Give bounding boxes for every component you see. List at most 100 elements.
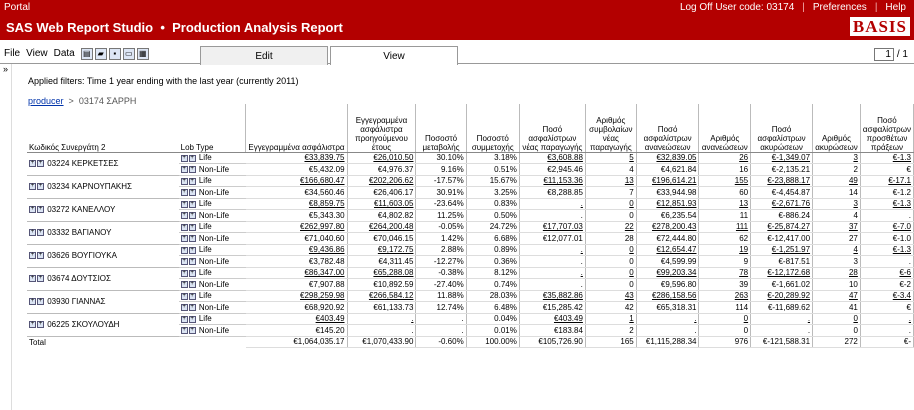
lob-type-label[interactable]: Non-Life xyxy=(198,279,230,289)
expand-icon[interactable]: + xyxy=(29,160,36,168)
expand-icon[interactable]: + xyxy=(180,235,188,243)
drill-icon[interactable]: + xyxy=(188,269,196,277)
drill-icon[interactable]: + xyxy=(188,235,196,243)
tab-view[interactable]: View xyxy=(330,46,458,65)
menu-view[interactable]: View xyxy=(26,48,48,59)
drill-icon[interactable]: + xyxy=(188,246,196,254)
lob-type-label[interactable]: Life xyxy=(198,176,212,186)
producer-name[interactable]: 03626 ΒΟΥΓΙΟΥΚΑ xyxy=(47,251,117,260)
expand-icon[interactable]: + xyxy=(180,200,188,208)
data-cell: 0.36% xyxy=(466,255,520,268)
producer-name[interactable]: 03224 ΚΕΡΚΕΤΣΕΣ xyxy=(47,159,119,168)
producer-name[interactable]: 03272 ΚΑΝΕΛΛΟΥ xyxy=(47,205,116,214)
expand-arrow-icon[interactable]: » xyxy=(3,64,9,74)
drill-icon[interactable]: + xyxy=(37,183,44,191)
producer-name[interactable]: 03234 ΚΑΡΝΟΥΠΑΚΗΣ xyxy=(47,182,132,191)
data-cell: 19 xyxy=(698,244,752,256)
expand-icon[interactable]: + xyxy=(29,252,36,260)
help-link[interactable]: Help xyxy=(885,1,906,13)
expand-icon[interactable]: + xyxy=(29,183,36,191)
drill-icon[interactable]: + xyxy=(37,275,44,283)
expand-icon[interactable]: + xyxy=(180,269,188,277)
lob-type-label[interactable]: Non-Life xyxy=(198,164,230,174)
drill-icon[interactable]: + xyxy=(188,315,196,323)
expand-icon[interactable]: + xyxy=(180,304,188,312)
drill-icon[interactable]: + xyxy=(188,166,196,174)
expand-icon[interactable]: + xyxy=(29,206,36,214)
col-header-9: Αριθμός ακυρώσεων xyxy=(812,104,861,153)
expand-icon[interactable]: + xyxy=(180,154,188,162)
drill-icon[interactable]: + xyxy=(37,160,44,168)
lob-type-label[interactable]: Non-Life xyxy=(198,187,230,197)
expand-icon[interactable]: + xyxy=(29,229,36,237)
drill-icon[interactable]: + xyxy=(37,206,44,214)
expand-icon[interactable]: + xyxy=(180,223,188,231)
data-cell: 3 xyxy=(812,198,861,210)
menu-data[interactable]: Data xyxy=(53,48,75,59)
lob-type-label[interactable]: Life xyxy=(198,153,212,163)
drill-icon[interactable]: + xyxy=(188,154,196,162)
expand-icon[interactable]: + xyxy=(180,315,188,323)
drill-icon[interactable]: + xyxy=(37,229,44,237)
expand-icon[interactable]: + xyxy=(29,275,36,283)
lob-type-label[interactable]: Life xyxy=(198,268,212,278)
open-folder-icon[interactable]: ▰ xyxy=(94,47,107,60)
drill-icon[interactable]: + xyxy=(37,321,44,329)
row-header: Κωδικός Συνεργάτη 2 xyxy=(27,104,179,153)
drill-icon[interactable]: + xyxy=(188,212,196,220)
drill-icon[interactable]: + xyxy=(188,200,196,208)
lob-type-label[interactable]: Life xyxy=(198,199,212,209)
expand-icon[interactable]: + xyxy=(180,212,188,220)
producer-name[interactable]: 03930 ΓΙΑΝΝΑΣ xyxy=(47,297,106,306)
expand-icon[interactable]: + xyxy=(180,166,188,174)
print-icon[interactable]: ▭ xyxy=(122,47,135,60)
breadcrumb-producer[interactable]: producer xyxy=(28,96,64,106)
expand-icon[interactable]: + xyxy=(29,321,36,329)
expand-icon[interactable]: + xyxy=(180,327,188,335)
expand-icon[interactable]: + xyxy=(180,292,188,300)
lob-type-label[interactable]: Non-Life xyxy=(198,302,230,312)
new-report-icon[interactable]: ▤ xyxy=(80,47,93,60)
data-cell: €-1.2 xyxy=(860,186,914,199)
portal-link[interactable]: Portal xyxy=(4,1,31,13)
drill-icon[interactable]: + xyxy=(37,252,44,260)
portal-topbar: Portal Log Off User code: 03174 | Prefere… xyxy=(0,0,914,14)
drill-icon[interactable]: + xyxy=(188,258,196,266)
lob-type-label[interactable]: Life xyxy=(198,245,212,255)
drill-icon[interactable]: + xyxy=(37,298,44,306)
drill-icon[interactable]: + xyxy=(188,292,196,300)
expand-icon[interactable]: + xyxy=(29,298,36,306)
lob-type-label[interactable]: Non-Life xyxy=(198,210,230,220)
data-cell: 60 xyxy=(698,186,752,199)
producer-name[interactable]: 03332 ΒΑΓΙΑΝΟΥ xyxy=(47,228,112,237)
lob-type-label[interactable]: Life xyxy=(198,314,212,324)
drill-icon[interactable]: + xyxy=(188,327,196,335)
collapse-panel-toggle[interactable]: » xyxy=(0,64,12,410)
drill-icon[interactable]: + xyxy=(188,304,196,312)
lob-type-label[interactable]: Life xyxy=(198,291,212,301)
producer-name[interactable]: 06225 ΣΚΟΥΛΟΥΔΗ xyxy=(47,320,120,329)
drill-icon[interactable]: + xyxy=(188,177,196,185)
lob-type-label[interactable]: Non-Life xyxy=(198,256,230,266)
drill-icon[interactable]: + xyxy=(188,281,196,289)
lob-type-cell: + + Life xyxy=(178,221,246,233)
save-icon[interactable]: ▪ xyxy=(108,47,121,60)
expand-icon[interactable]: + xyxy=(180,189,188,197)
preferences-link[interactable]: Preferences xyxy=(812,1,867,13)
lob-type-label[interactable]: Non-Life xyxy=(198,233,230,243)
tab-edit[interactable]: Edit xyxy=(200,46,328,65)
data-cell: 8.12% xyxy=(466,267,520,279)
expand-icon[interactable]: + xyxy=(180,177,188,185)
lob-type-label[interactable]: Non-Life xyxy=(198,325,230,335)
producer-name[interactable]: 03674 ΔΟΥΤΣΙΟΣ xyxy=(47,274,111,283)
drill-icon[interactable]: + xyxy=(188,189,196,197)
expand-icon[interactable]: + xyxy=(180,258,188,266)
drill-icon[interactable]: + xyxy=(188,223,196,231)
export-icon[interactable]: ▦ xyxy=(136,47,149,60)
logoff-link[interactable]: Log Off User code: 03174 xyxy=(679,1,795,13)
page-number-input[interactable]: 1 xyxy=(873,48,894,61)
lob-type-label[interactable]: Life xyxy=(198,222,212,232)
expand-icon[interactable]: + xyxy=(180,281,188,289)
expand-icon[interactable]: + xyxy=(180,246,188,254)
menu-file[interactable]: File xyxy=(4,48,21,59)
